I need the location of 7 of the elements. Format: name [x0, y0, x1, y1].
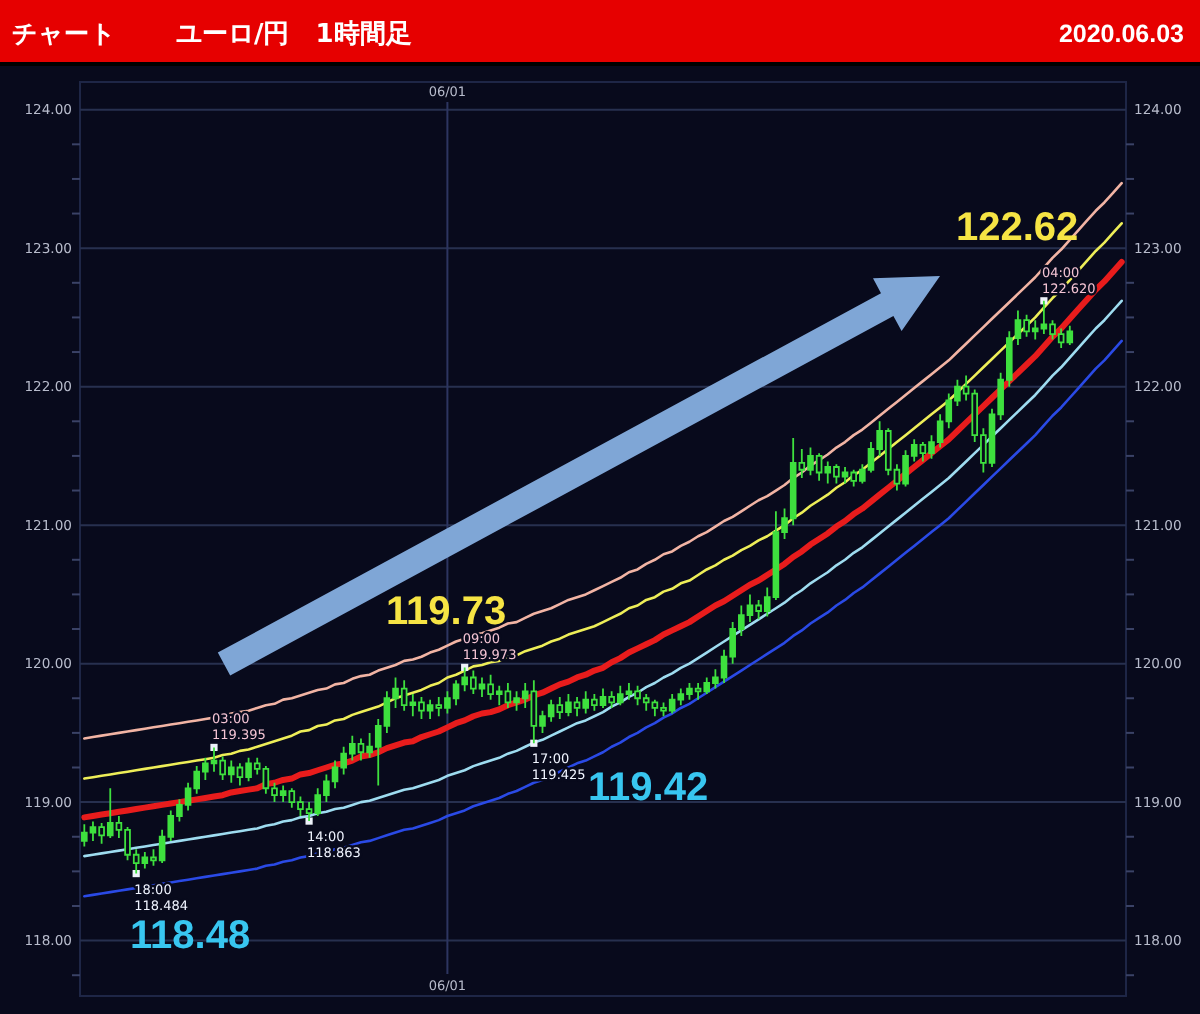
- subtitle: ユーロ/円 1時間足: [176, 20, 412, 50]
- annotation: 119.73: [386, 590, 507, 634]
- annotation: 119.42: [588, 766, 709, 810]
- annotation: 122.62: [956, 206, 1079, 250]
- annotation: 2020.06.03: [1058, 20, 1184, 48]
- title: チャート: [12, 18, 116, 48]
- annotation: 118.48: [130, 914, 251, 958]
